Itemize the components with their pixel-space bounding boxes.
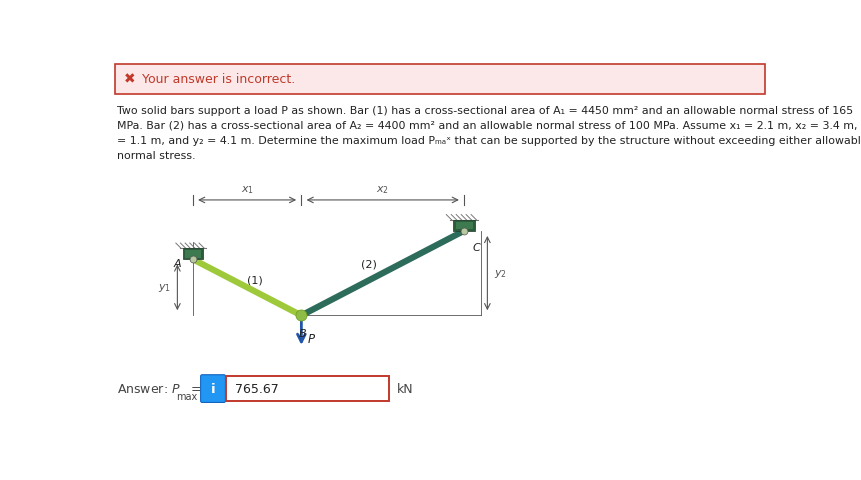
- Text: $A$: $A$: [172, 257, 182, 269]
- Text: $C$: $C$: [472, 240, 481, 252]
- Text: MPa. Bar (2) has a cross-sectional area of A₂ = 4400 mm² and an allowable normal: MPa. Bar (2) has a cross-sectional area …: [117, 121, 861, 131]
- Text: (2): (2): [361, 259, 377, 269]
- Text: normal stress.: normal stress.: [117, 151, 195, 161]
- Text: Two solid bars support a load P as shown. Bar (1) has a cross-sectional area of : Two solid bars support a load P as shown…: [117, 106, 853, 116]
- Text: 765.67: 765.67: [236, 382, 279, 395]
- Text: = 1.1 m, and y₂ = 4.1 m. Determine the maximum load Pₘₐˣ that can be supported b: = 1.1 m, and y₂ = 4.1 m. Determine the m…: [117, 136, 861, 146]
- Bar: [183, 249, 203, 260]
- FancyBboxPatch shape: [201, 375, 226, 403]
- FancyBboxPatch shape: [226, 376, 389, 401]
- Bar: [453, 220, 475, 231]
- Bar: [455, 222, 473, 230]
- FancyBboxPatch shape: [115, 64, 765, 95]
- Text: $B$: $B$: [298, 326, 307, 338]
- Text: $y_2$: $y_2$: [493, 267, 506, 279]
- Text: Your answer is incorrect.: Your answer is incorrect.: [142, 73, 295, 86]
- Text: kN: kN: [397, 382, 413, 395]
- Text: $x_2$: $x_2$: [376, 183, 389, 195]
- Text: (1): (1): [247, 275, 263, 285]
- Text: $y_1$: $y_1$: [158, 282, 171, 294]
- Bar: [185, 251, 201, 258]
- Text: ✖: ✖: [123, 72, 135, 86]
- Text: $P$: $P$: [307, 332, 316, 345]
- Text: max: max: [176, 392, 197, 401]
- Text: $x_1$: $x_1$: [240, 183, 254, 195]
- Text: Answer: $P$: Answer: $P$: [117, 382, 181, 395]
- Text: =: =: [190, 382, 201, 395]
- Text: i: i: [211, 382, 215, 395]
